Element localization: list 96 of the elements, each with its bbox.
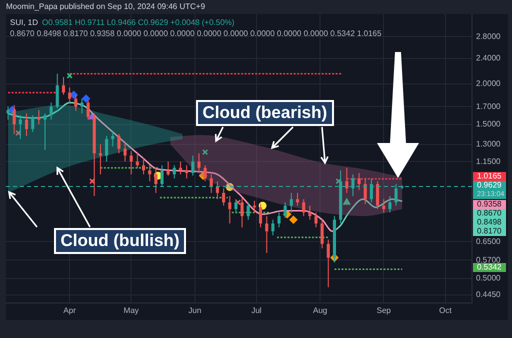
candlestick: [105, 135, 108, 162]
y-tick-label: 1.3000: [476, 140, 502, 149]
point: [336, 178, 342, 184]
point: [234, 199, 241, 206]
candlestick: [142, 157, 146, 175]
candlestick: [277, 212, 281, 228]
annotation: Cloud (bullish): [54, 228, 186, 254]
text: SUI, 1D: [10, 18, 38, 28]
candlestick: [148, 164, 152, 182]
candlestick: [210, 174, 213, 194]
candlestick: [154, 167, 158, 194]
text: 0.8670: [477, 208, 502, 218]
candlestick: [12, 104, 16, 134]
text: Moomin_Papa published on Sep 10, 2024 09:46 UTC+9: [6, 2, 206, 12]
candlestick: [111, 131, 114, 148]
y-tick-label: 1.5000: [476, 119, 502, 128]
annotation: 0.8670 0.8498 0.8170 0.9358 0.0000 0.0000 0.0000 0.0000 0.0000 0.0000 0.0000 0.0000 0.5342 1.0165: [10, 29, 382, 39]
candlestick: [252, 200, 256, 214]
candlestick: [314, 212, 318, 228]
x-tick-label: May: [124, 306, 139, 316]
candlestick: [271, 219, 274, 236]
candlestick: [302, 198, 306, 217]
x-tick-label: Jul: [251, 306, 262, 316]
candlestick: [74, 94, 78, 112]
point: [343, 198, 350, 205]
candlestick: [228, 195, 232, 224]
candlestick: [31, 114, 34, 132]
candlestick: [197, 152, 201, 171]
text: 0.8170: [477, 226, 502, 236]
candlestick: [234, 198, 238, 214]
candlestick: [185, 164, 188, 179]
candlestick: [62, 76, 66, 96]
x-tick-label: Jun: [188, 306, 202, 316]
candlestick: [290, 192, 293, 214]
candlestick: [130, 150, 133, 175]
y-tick-label: 0.4450: [476, 290, 502, 300]
point: [202, 149, 208, 156]
y-tick-label: 2.4000: [476, 53, 502, 62]
candlestick: [388, 195, 392, 214]
candlestick: [216, 180, 219, 200]
candlestick: [364, 178, 367, 205]
x-tick-label: Oct: [439, 306, 452, 316]
text: 0.9358: [477, 200, 502, 209]
candlestick: [178, 161, 182, 175]
y-tick-label: 2.8000: [476, 32, 502, 41]
y-tick-label: 0.6500: [476, 236, 502, 246]
candlestick: [382, 198, 386, 214]
x-tick-label: Sep: [376, 306, 392, 316]
point: [15, 130, 22, 136]
candlestick: [326, 239, 330, 288]
candlestick: [6, 106, 10, 120]
candlestick: [191, 155, 194, 176]
candlestick: [50, 102, 53, 120]
candlestick: [222, 188, 226, 206]
candlestick: [86, 100, 90, 120]
x-tick-label: Aug: [312, 306, 328, 316]
candlestick: [37, 110, 40, 125]
candlestick: [80, 98, 84, 114]
candlestick: [308, 205, 312, 220]
y-tick-label: 0.5700: [476, 255, 502, 264]
y-tick-label: 0.5000: [476, 274, 502, 283]
x-tick-label: Apr: [63, 306, 76, 316]
point: [66, 72, 73, 79]
candlestick: [68, 86, 72, 104]
candlestick: [259, 204, 262, 228]
candlestick: [56, 73, 59, 109]
candlestick: [136, 152, 139, 168]
point: [82, 94, 90, 103]
candlestick: [345, 167, 348, 194]
candlestick: [18, 114, 22, 140]
candlestick: [117, 133, 120, 154]
candlestick: [166, 161, 170, 176]
candlestick: [204, 164, 207, 182]
point: [89, 178, 96, 184]
candlestick: [43, 112, 47, 150]
candlestick: [172, 164, 176, 179]
ref-line-label: 0.9629: [477, 180, 502, 190]
candlestick: [265, 216, 268, 254]
candlestick: [246, 202, 250, 220]
text: 0.5342: [477, 262, 502, 272]
candlestick: [376, 180, 380, 210]
candlestick: [284, 202, 287, 218]
candlestick: [124, 142, 127, 162]
text: 0.8498: [477, 218, 502, 227]
candlestick: [24, 112, 28, 136]
candlestick: [358, 172, 361, 190]
text: 1.0165: [477, 172, 502, 181]
candlestick: [240, 197, 244, 228]
point: [289, 216, 298, 224]
y-tick-label: 2.0000: [476, 79, 502, 88]
y-tick-label: 1.7000: [476, 102, 502, 111]
y-tick-label: 1.1500: [476, 156, 502, 166]
candlestick: [320, 219, 324, 249]
annotation: O0.9581 H0.9711 L0.9466 C0.9629 +0.0048 (+0.50%): [42, 18, 234, 28]
candlestick: [296, 192, 300, 206]
annotation: Cloud (bearish): [196, 100, 334, 126]
